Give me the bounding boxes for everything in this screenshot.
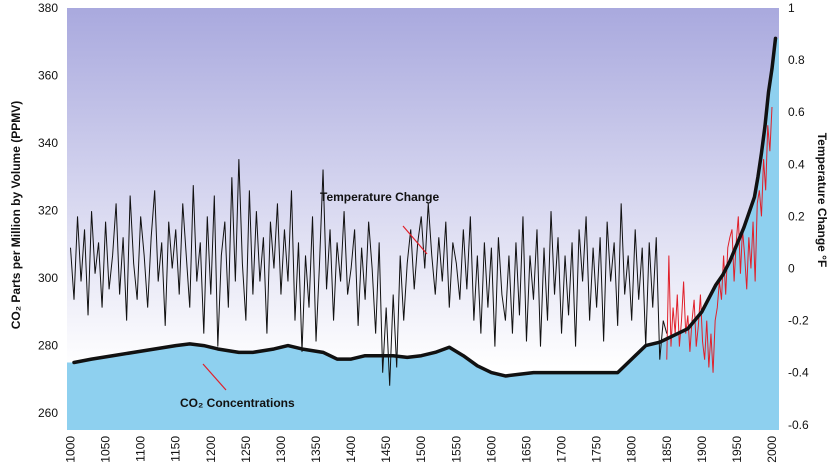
x-tick-label: 1650 [519,436,533,463]
right-tick-label: 0.2 [788,209,805,223]
right-tick-label: 0.6 [788,105,805,119]
x-tick-label: 1400 [344,436,358,463]
x-tick-label: 1250 [239,436,253,463]
x-tick-label: 1200 [204,436,218,463]
right-tick-label: -0.4 [788,366,809,380]
temperature-annotation: Temperature Change [320,190,439,204]
x-tick-label: 1800 [625,436,639,463]
x-tick-label: 1550 [449,436,463,463]
right-tick-label: 0 [788,261,795,275]
right-tick-label: -0.2 [788,314,809,328]
x-tick-label: 1900 [695,436,709,463]
x-tick-label: 1350 [309,436,323,463]
co2-area-lead [67,362,75,430]
right-tick-label: 0.4 [788,157,805,171]
left-tick-label: 380 [38,1,58,15]
x-tick-label: 1600 [484,436,498,463]
right-tick-label: 0.8 [788,53,805,67]
x-tick-label: 1100 [134,436,148,462]
left-axis-label: CO₂ Parts per Million by Volume (PPMV) [9,101,23,329]
left-tick-label: 300 [38,271,58,285]
right-tick-label: 1 [788,1,795,15]
left-tick-label: 260 [38,406,58,420]
left-tick-label: 360 [38,69,58,83]
left-tick-label: 340 [38,136,58,150]
x-tick-label: 1750 [590,436,604,463]
x-tick-label: 1950 [730,436,744,463]
temperature-annotation-pointer [402,225,428,255]
co2-annotation: CO₂ Concentrations [180,396,295,410]
x-tick-label: 1700 [555,436,569,463]
x-tick-label: 1850 [660,436,674,463]
right-axis-label: Temperature Change °F [815,133,829,268]
left-tick-label: 280 [38,339,58,353]
co2-annotation-pointer [202,363,227,391]
x-tick-label: 1050 [99,436,113,463]
x-tick-label: 1500 [414,436,428,463]
co2-concentration-line [72,36,778,378]
x-tick-label: 1450 [379,436,393,463]
x-tick-label: 1000 [64,436,78,463]
x-tick-label: 1150 [169,436,183,462]
temperature-proxy-line [70,159,668,386]
right-tick-label: -0.6 [788,418,809,432]
left-tick-label: 320 [38,204,58,218]
co2-area [74,38,779,430]
x-tick-label: 1300 [274,436,288,463]
x-tick-label: 2000 [765,436,779,463]
